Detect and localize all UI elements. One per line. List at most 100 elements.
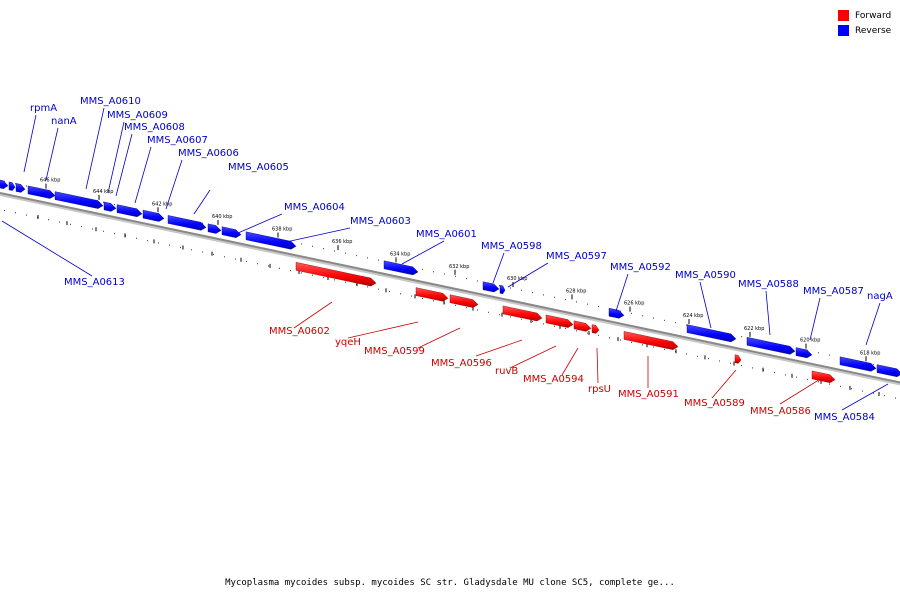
reverse-gene-label[interactable]: rpmA	[30, 103, 57, 114]
reverse-gene-arrow[interactable]	[167, 215, 207, 231]
leader-line	[85, 107, 105, 190]
minor-tick-lower	[26, 214, 27, 216]
reverse-gene-arrow[interactable]	[795, 347, 813, 359]
minor-tick-upper	[829, 354, 830, 356]
forward-gene-label[interactable]: ruvB	[495, 366, 518, 377]
reverse-gene-label[interactable]: MMS_A0592	[610, 262, 671, 273]
minor-tick-upper	[103, 201, 104, 203]
forward-gene-arrow[interactable]	[295, 262, 377, 287]
scale-label: 630 kbp	[507, 276, 527, 282]
minor-tick-upper	[686, 324, 687, 326]
minor-tick-lower	[246, 260, 247, 262]
forward-gene-arrow[interactable]	[502, 305, 543, 322]
minor-tick-lower	[466, 307, 467, 309]
forward-gene-arrow[interactable]	[449, 294, 479, 308]
forward-gene-label[interactable]: MMS_A0594	[523, 374, 584, 385]
reverse-gene-arrow[interactable]	[207, 223, 222, 234]
minor-tick-lower	[686, 353, 687, 355]
reverse-gene-arrow[interactable]	[608, 307, 625, 319]
minor-tick-lower	[499, 314, 500, 316]
scale-label: 640 kbp	[212, 214, 232, 220]
reverse-gene-label[interactable]: MMS_A0588	[738, 279, 799, 290]
leader-line	[401, 240, 445, 265]
reverse-gene-label[interactable]: nagA	[867, 291, 893, 302]
minor-tick-lower	[323, 276, 324, 279]
forward-gene-label[interactable]: MMS_A0596	[431, 358, 492, 369]
minor-tick-upper	[642, 315, 643, 317]
minor-tick-upper	[15, 183, 16, 185]
forward-gene-label[interactable]: MMS_A0591	[618, 389, 679, 400]
reverse-gene-arrow[interactable]	[103, 201, 117, 212]
reverse-gene-label[interactable]: nanA	[51, 116, 77, 127]
minor-tick-upper	[664, 319, 665, 321]
minor-tick-upper	[422, 268, 423, 271]
reverse-gene-arrow[interactable]	[746, 336, 796, 355]
minor-tick-lower	[224, 256, 225, 258]
forward-gene-label[interactable]: MMS_A0586	[750, 406, 811, 417]
leader-line	[23, 114, 37, 173]
forward-gene-arrow[interactable]	[591, 324, 600, 334]
reverse-gene-arrow[interactable]	[876, 364, 900, 378]
leader-line	[596, 347, 599, 384]
minor-tick-lower	[70, 223, 71, 225]
reverse-gene-arrow[interactable]	[8, 181, 16, 191]
forward-gene-label[interactable]: MMS_A0602	[269, 326, 330, 337]
minor-tick-lower	[774, 371, 775, 374]
reverse-gene-label[interactable]: MMS_A0604	[284, 202, 345, 213]
forward-gene-arrow[interactable]	[545, 314, 574, 328]
forward-gene-arrow[interactable]	[573, 320, 592, 332]
reverse-gene-label[interactable]: MMS_A0607	[147, 135, 208, 146]
reverse-gene-arrow[interactable]	[839, 356, 877, 372]
reverse-gene-arrow[interactable]	[27, 185, 56, 199]
reverse-gene-arrow[interactable]	[383, 260, 419, 276]
reverse-gene-label[interactable]: MMS_A0608	[124, 122, 185, 133]
reverse-gene-arrow[interactable]	[15, 183, 26, 193]
reverse-gene-label[interactable]: MMS_A0603	[350, 216, 411, 227]
forward-gene-arrow[interactable]	[623, 331, 679, 350]
forward-gene-arrow[interactable]	[734, 354, 742, 364]
leader-line	[699, 281, 712, 329]
reverse-gene-label[interactable]: MMS_A0609	[107, 110, 168, 121]
forward-gene-arrow[interactable]	[811, 370, 836, 383]
minor-tick-upper	[477, 280, 478, 282]
minor-tick-lower	[752, 367, 753, 369]
reverse-gene-label[interactable]: MMS_A0606	[178, 148, 239, 159]
minor-tick-lower	[433, 300, 434, 302]
minor-tick-lower	[180, 246, 181, 249]
reverse-gene-arrow[interactable]	[499, 285, 506, 295]
forward-gene-label[interactable]: rpsU	[588, 384, 611, 395]
minor-tick-lower	[92, 228, 93, 230]
reverse-gene-arrow[interactable]	[54, 191, 104, 209]
reverse-gene-arrow[interactable]	[482, 281, 500, 293]
minor-tick-upper	[114, 203, 115, 206]
forward-gene-arrow[interactable]	[415, 287, 449, 302]
reverse-gene-arrow[interactable]	[221, 226, 242, 238]
reverse-gene-label[interactable]: MMS_A0587	[803, 286, 864, 297]
forward-gene-label[interactable]: MMS_A0599	[364, 346, 425, 357]
reverse-gene-label[interactable]: MMS_A0610	[80, 96, 141, 107]
reverse-swatch	[838, 25, 849, 36]
minor-tick-lower	[884, 395, 885, 397]
reverse-gene-label[interactable]: MMS_A0598	[481, 241, 542, 252]
reverse-gene-label[interactable]: MMS_A0590	[675, 270, 736, 281]
forward-gene-label[interactable]: yqeH	[335, 337, 361, 348]
minor-tick-lower	[48, 219, 49, 221]
reverse-gene-arrow[interactable]	[0, 179, 9, 189]
reverse-gene-arrow[interactable]	[142, 209, 165, 222]
reverse-gene-label[interactable]: MMS_A0584	[814, 412, 875, 423]
leader-line	[492, 252, 505, 284]
scale-label: 638 kbp	[272, 227, 292, 233]
reverse-gene-label[interactable]: MMS_A0601	[416, 229, 477, 240]
scale-label: 644 kbp	[93, 189, 113, 195]
minor-tick-upper	[433, 271, 434, 273]
reverse-gene-label[interactable]: MMS_A0605	[228, 162, 289, 173]
forward-gene-label[interactable]: MMS_A0589	[684, 398, 745, 409]
reverse-gene-label[interactable]: MMS_A0597	[546, 251, 607, 262]
reverse-gene-arrow[interactable]	[116, 204, 143, 218]
reverse-gene-arrow[interactable]	[686, 324, 737, 343]
leader-line	[509, 345, 557, 369]
reverse-gene-label[interactable]: MMS_A0613	[64, 277, 125, 288]
minor-tick-lower	[598, 334, 599, 337]
reverse-gene-arrow[interactable]	[245, 231, 297, 250]
